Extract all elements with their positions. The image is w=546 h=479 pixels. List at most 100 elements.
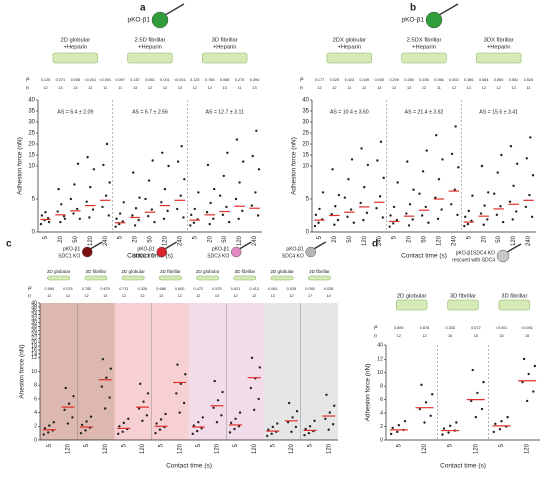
data-dot [209,201,212,205]
data-dot [350,158,354,161]
group-label: 3D fibrillar [450,294,476,300]
data-dot [73,183,76,186]
y-tick-label: 25 [28,131,35,137]
data-dot [122,201,125,204]
data-dot [343,196,347,199]
data-dot [533,364,537,368]
x-tick-label: 5 [270,443,276,447]
data-dot [69,197,73,201]
ko-label: SDC3 KO [207,253,229,259]
data-dot [271,425,275,429]
data-dot [121,430,124,433]
x-tick-label: 120 [215,443,221,454]
data-dot [447,431,450,434]
data-dot [118,212,122,215]
data-dot [122,421,126,425]
x-tick-label: 240 [177,235,183,246]
p-value: 0.590 [45,287,55,291]
group-label: 3D fibrillar [235,269,256,274]
cantilever [313,241,327,250]
y-tick-label: 40 [302,98,309,104]
data-dot [360,147,363,150]
data-dot [303,434,306,437]
data-dot [101,357,105,361]
p-value: 0.177 [315,78,325,82]
data-dot [85,200,88,203]
x-tick-label: 5 [448,443,454,447]
data-dot [396,181,399,184]
y-axis-label: Adhesion force (nN) [291,137,298,195]
data-dot [138,196,141,199]
data-dot [158,428,162,431]
data-dot [189,224,192,227]
n-value: 12 [66,294,70,298]
n-value: 13 [159,294,163,298]
data-dot [492,430,495,434]
data-dot [406,160,409,163]
data-dot [501,220,505,224]
data-dot [241,160,245,163]
data-dot [107,214,110,217]
data-dot [457,166,460,169]
data-dot [466,222,470,226]
data-dot [182,401,186,405]
n-value: 12 [47,294,51,298]
x-tick-label: 120 [289,443,295,454]
n-value: 13 [467,86,471,90]
data-dot [105,376,108,379]
data-dot [375,207,378,210]
y-tick-label: 36 [31,308,37,314]
n-value: 12 [163,86,167,90]
p-value: 0.423 [345,78,355,82]
data-dot [324,417,327,420]
data-dot [79,431,83,435]
n-value: 12 [252,294,256,298]
substrate-icon [84,275,108,281]
data-dot [218,194,222,197]
data-dot [76,162,80,165]
data-dot [325,393,328,396]
p-value: 0.030 [374,78,384,82]
data-dot [216,399,220,402]
p-value: 0.061 [268,287,278,291]
p-value: 0.670 [100,287,110,291]
data-dot [359,201,362,205]
data-dot [250,204,254,207]
p-value: 0.001 [160,78,170,82]
x-axis-label: Contact time (s) [401,253,447,260]
data-dot [496,171,499,174]
data-dot [456,213,459,217]
cantilever [164,3,185,16]
data-dot [331,423,335,426]
data-dot [72,212,75,215]
substrate-icon [158,275,182,281]
y-tick-label: 0 [32,230,36,236]
data-dot [234,197,238,201]
x-tick-label: 5 [396,443,402,447]
p-value: 0.711 [119,287,128,291]
p-value: 0.097 [115,78,125,82]
data-dot [304,427,307,431]
y-tick-label: 0 [306,230,310,236]
n-value: 12 [482,86,486,90]
data-dot [109,367,112,370]
data-dot [500,419,503,423]
cell-label: pKO-β1 [212,246,230,252]
data-dot [330,212,333,216]
cell-label: pKO-β1 [401,17,424,24]
data-dot [408,203,412,206]
data-dot [420,383,423,387]
data-dot [471,368,474,372]
p-value: 0.850 [494,78,504,82]
data-dot [441,433,444,436]
data-dot [108,181,111,184]
y-tick-label: 0 [380,437,383,443]
data-dot [117,432,120,436]
y-tick-label: 8 [380,384,383,390]
data-dot [92,168,96,171]
y-tick-label: 20 [302,142,309,148]
data-dot [193,207,196,211]
data-dot [512,184,515,187]
data-dot [476,391,479,395]
